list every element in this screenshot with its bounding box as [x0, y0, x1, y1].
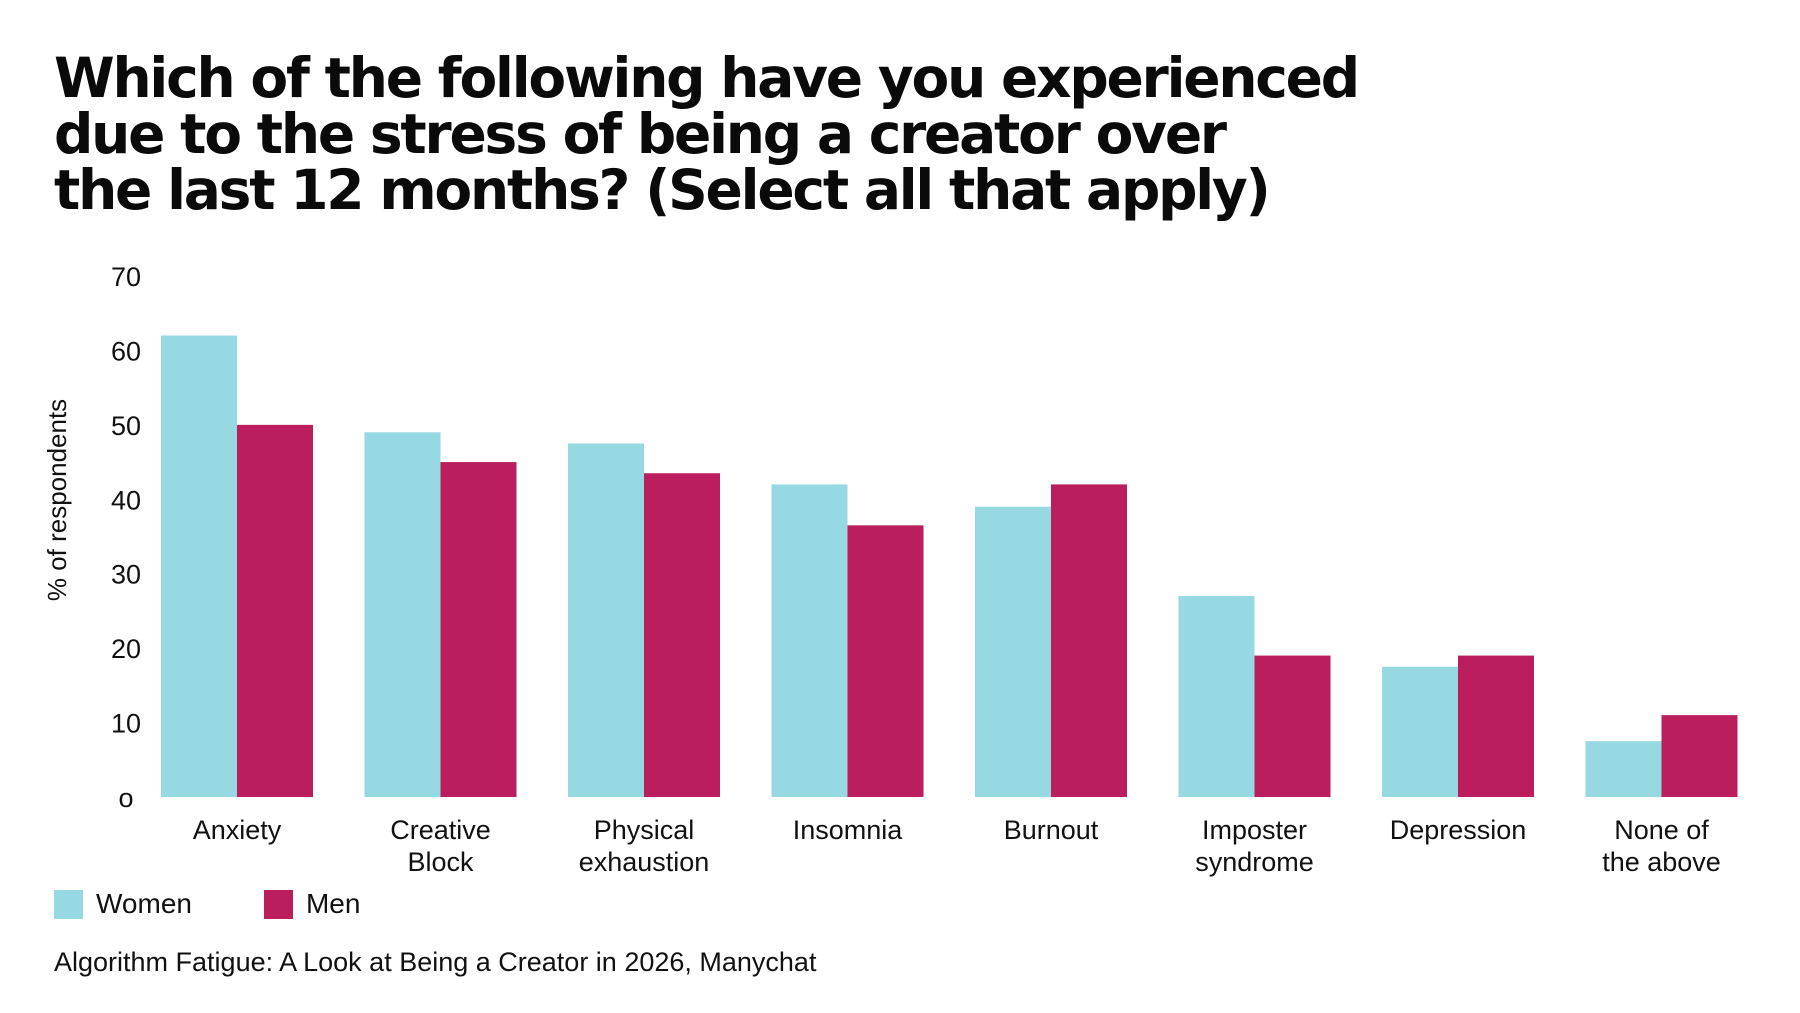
bar-women — [1382, 666, 1458, 797]
bar-men — [1051, 484, 1127, 797]
x-tick-label: Block — [407, 847, 474, 877]
x-tick-label: Imposter — [1202, 815, 1307, 845]
legend: Women Men — [54, 888, 432, 920]
y-axis-title: % of respondents — [42, 399, 72, 601]
x-tick-label: Creative — [390, 815, 491, 845]
legend-item-women: Women — [54, 888, 192, 920]
bar-women — [771, 484, 848, 797]
x-tick-label: exhaustion — [579, 847, 710, 877]
y-tick-label: 50 — [111, 411, 141, 441]
x-tick-label: the above — [1602, 847, 1721, 877]
bar-men — [847, 525, 924, 797]
legend-label-men: Men — [305, 888, 361, 919]
bar-women — [568, 443, 644, 797]
chart-title-line: the last 12 months? (Select all that app… — [54, 158, 1271, 222]
chart-title-line: due to the stress of being a creator ove… — [54, 102, 1227, 166]
x-tick-label: Anxiety — [193, 815, 282, 845]
bar-women — [975, 506, 1051, 797]
chart-title: Which of the following have you experien… — [54, 50, 1654, 218]
legend-item-men: Men — [263, 888, 361, 920]
bar-men — [1254, 655, 1331, 797]
legend-swatch-women — [54, 889, 83, 919]
y-tick-label: 10 — [111, 709, 141, 739]
bar-men — [440, 462, 517, 797]
x-tick-label: None of — [1614, 815, 1709, 845]
y-tick-label: 40 — [111, 485, 141, 515]
chart-title-line: Which of the following have you experien… — [54, 46, 1360, 110]
y-tick-label: 70 — [111, 262, 141, 292]
bar-chart: o 10 20 30 40 50 60 70 % of respondents Anxiety Cr… — [42, 262, 1738, 877]
legend-label-women: Women — [96, 888, 192, 919]
x-tick-label: syndrome — [1195, 847, 1314, 877]
bar-men — [644, 473, 720, 797]
y-tick-label: 20 — [111, 634, 141, 664]
bar-women — [364, 432, 441, 797]
x-tick-label: Depression — [1390, 815, 1527, 845]
y-tick-label: 60 — [111, 336, 141, 366]
source-note: Algorithm Fatigue: A Look at Being a Cre… — [54, 947, 817, 977]
x-tick-label: Burnout — [1004, 815, 1099, 845]
bar-women — [1585, 741, 1662, 797]
bar-men — [237, 424, 313, 797]
bar-men — [1661, 715, 1738, 797]
x-tick-label: Insomnia — [793, 815, 904, 845]
legend-swatch-men — [263, 889, 293, 919]
bar-men — [1458, 655, 1534, 797]
x-tick-label: Physical — [594, 815, 695, 845]
bar-women — [1178, 596, 1255, 797]
y-tick-label: 30 — [111, 560, 141, 590]
y-tick-label: o — [118, 783, 133, 813]
bar-women — [161, 335, 237, 797]
